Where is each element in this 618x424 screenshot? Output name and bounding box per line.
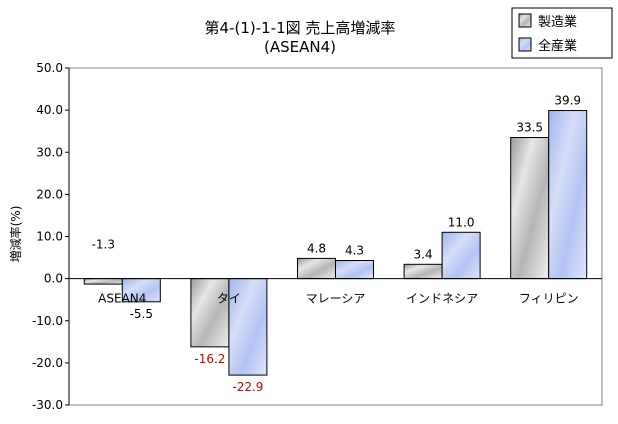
category-label: タイ xyxy=(217,292,241,306)
legend-label-manufacturing: 製造業 xyxy=(538,14,577,30)
y-tick-label: -10.0 xyxy=(32,314,63,328)
chart-title: 第4-(1)-1-1図 売上高増減率 xyxy=(205,19,396,37)
bar-manufacturing xyxy=(190,278,230,348)
bar-all-industries xyxy=(548,110,588,280)
data-label-manufacturing: 4.8 xyxy=(307,241,326,255)
chart-subtitle: (ASEAN4) xyxy=(264,38,336,56)
y-tick-label: 30.0 xyxy=(36,145,63,159)
data-label-all-industries: -22.9 xyxy=(232,380,263,394)
data-label-all-industries: -5.5 xyxy=(130,307,153,321)
category-label: フィリピン xyxy=(519,292,579,306)
bar-all-industries xyxy=(441,231,481,280)
bar-manufacturing xyxy=(403,263,443,280)
category-label: ASEAN4 xyxy=(98,292,146,306)
legend-swatch-manufacturing xyxy=(518,13,532,28)
y-axis-label: 増減率(%) xyxy=(8,206,23,263)
y-tick-label: 20.0 xyxy=(36,187,63,201)
bar-manufacturing xyxy=(83,278,123,285)
data-label-manufacturing: -16.2 xyxy=(194,352,225,366)
category-label: インドネシア xyxy=(406,292,478,306)
bar-all-industries xyxy=(335,260,374,280)
y-tick-label: 40.0 xyxy=(36,103,63,117)
data-label-all-industries: 39.9 xyxy=(554,94,581,108)
bar-manufacturing xyxy=(510,137,550,280)
data-label-all-industries: 4.3 xyxy=(345,244,364,258)
category-labels-group: ASEAN4 タイ マレーシア インドネシア フィリピン xyxy=(98,292,578,306)
bar-all-industries xyxy=(228,278,268,376)
y-tick-label: 0.0 xyxy=(44,272,63,286)
bar-manufacturing xyxy=(297,257,336,280)
legend-swatch-all-industries xyxy=(518,37,532,52)
y-tick-label: -20.0 xyxy=(32,356,63,370)
y-tick-label: 10.0 xyxy=(36,230,63,244)
value-labels-group: -1.3 -5.5 -16.2 -22.9 4.8 4.3 3.4 11.0 33.5 39.9 xyxy=(92,94,581,395)
legend: 製造業 全産業 xyxy=(511,7,613,59)
y-tick-label: 50.0 xyxy=(36,61,63,75)
y-axis-ticks: 50.0 40.0 30.0 20.0 10.0 0.0 -10.0 -20.0 -30.0 xyxy=(32,61,69,412)
bars-group xyxy=(83,110,588,376)
category-label: マレーシア xyxy=(306,292,366,306)
data-label-manufacturing: 3.4 xyxy=(414,247,433,261)
y-tick-label: -30.0 xyxy=(32,398,63,412)
legend-label-all-industries: 全産業 xyxy=(538,38,577,54)
data-label-all-industries: 11.0 xyxy=(448,215,475,229)
data-label-manufacturing: -1.3 xyxy=(92,238,115,252)
data-label-manufacturing: 33.5 xyxy=(516,121,543,135)
